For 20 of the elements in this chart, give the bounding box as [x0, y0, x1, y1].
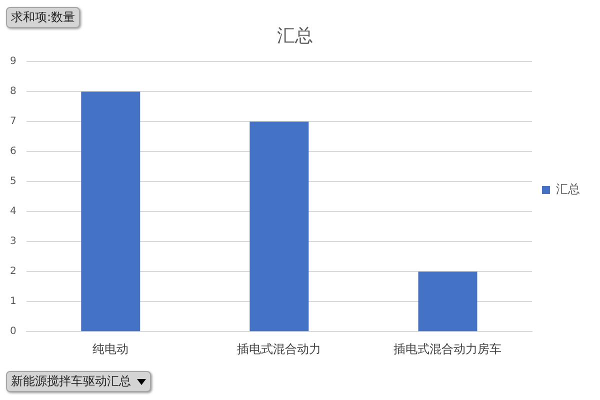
legend-label: 汇总: [556, 182, 580, 196]
chart-title: 汇总: [277, 25, 313, 46]
y-tick-label: 0: [10, 326, 16, 338]
y-tick-label: 7: [10, 116, 16, 128]
text: 新能源搅拌车驱动汇总: [11, 373, 131, 390]
bar: [418, 272, 478, 332]
bar: [250, 122, 309, 332]
x-tick-label: 纯电动: [92, 342, 129, 356]
text: 求和项:数量: [6, 7, 80, 28]
x-tick-label: 插电式混合动力房车: [394, 342, 502, 356]
y-tick-label: 1: [10, 296, 16, 308]
y-tick-label: 9: [10, 56, 16, 68]
y-tick-label: 3: [10, 236, 16, 248]
bar: [81, 92, 140, 332]
x-tick-label: 插电式混合动力: [237, 342, 322, 356]
y-tick-label: 4: [10, 206, 16, 218]
y-tick-label: 8: [10, 86, 16, 98]
y-tick-label: 6: [10, 146, 16, 158]
y-tick-label: 2: [10, 266, 16, 278]
y-tick-label: 5: [10, 176, 16, 188]
